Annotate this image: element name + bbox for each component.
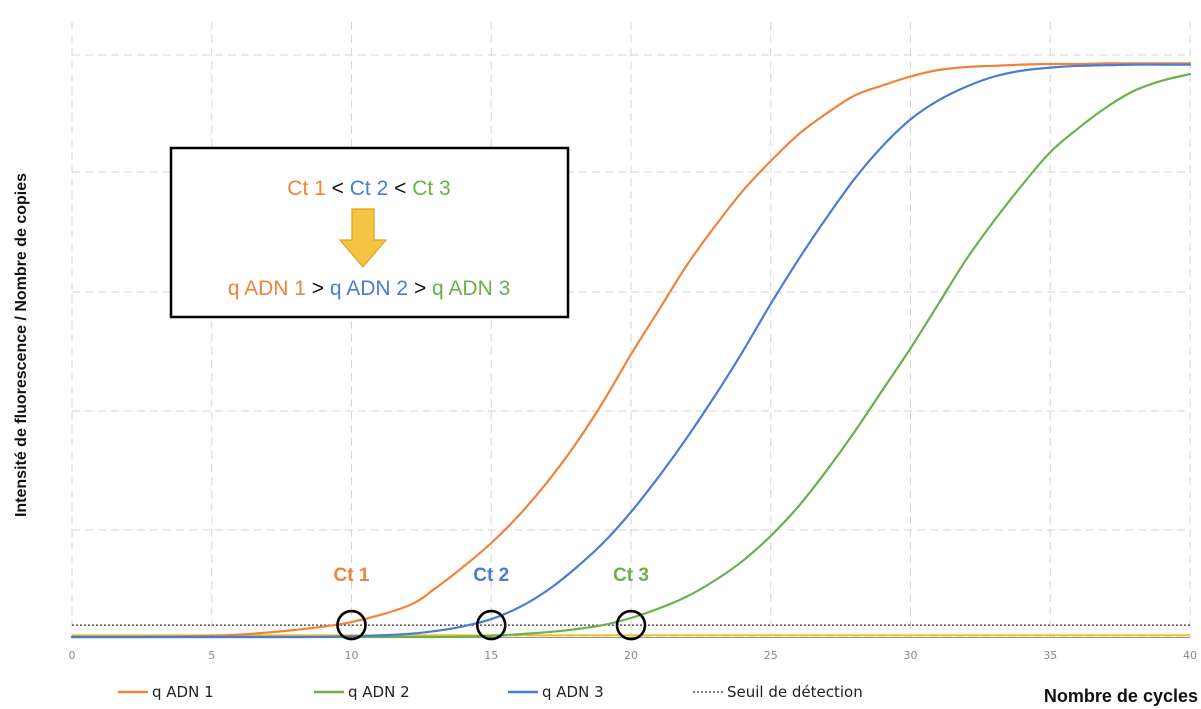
x-tick-label: 5 [208, 649, 215, 662]
x-tick-label: 25 [764, 649, 778, 662]
series-line-2 [70, 73, 1192, 639]
x-tick-label: 10 [345, 649, 359, 662]
legend: q ADN 1 q ADN 2 q ADN 3 Seuil de détection [118, 683, 863, 701]
ct-markers: Ct 1 Ct 2 Ct 3 [334, 565, 649, 641]
ct-label-1: Ct 1 [334, 565, 370, 586]
ct-circle-1 [336, 609, 367, 641]
box-quantity-comparison-part-3: q ADN 2 [330, 277, 408, 300]
legend-label-2: q ADN 2 [348, 683, 410, 701]
box-quantity-comparison-part-1: q ADN 1 [228, 277, 306, 300]
y-axis-label: Intensité de fluorescence / Nombre de co… [13, 173, 30, 517]
box-quantity-comparison: q ADN 1 > q ADN 2 > q ADN 3 [228, 277, 511, 300]
x-tick-label: 0 [69, 649, 76, 662]
series-lines [70, 62, 1192, 639]
ct-label-3: Ct 3 [613, 565, 649, 586]
box-ct-comparison-part-1: Ct 1 [287, 177, 326, 200]
annotation-box: Ct 1 < Ct 2 < Ct 3 q ADN 1 > q ADN 2 > q … [169, 146, 570, 319]
box-ct-comparison: Ct 1 < Ct 2 < Ct 3 [287, 177, 450, 200]
x-tick-label: 35 [1043, 649, 1057, 662]
legend-label-4: Seuil de détection [727, 683, 863, 701]
x-ticks: 0 5 10 15 20 25 30 35 40 [69, 649, 1198, 662]
down-arrow-icon [338, 208, 388, 268]
grid [71, 22, 1191, 638]
series-line-3 [70, 63, 1192, 639]
x-axis-label: Nombre de cycles [1044, 686, 1198, 706]
legend-label-1: q ADN 1 [152, 683, 214, 701]
x-tick-label: 15 [484, 649, 498, 662]
box-ct-comparison-part-2: < [326, 177, 350, 200]
x-tick-label: 30 [904, 649, 918, 662]
box-ct-comparison-part-3: Ct 2 [350, 177, 389, 200]
box-quantity-comparison-part-2: > [306, 277, 330, 300]
legend-label-3: q ADN 3 [542, 683, 604, 701]
series-line-1 [70, 62, 1192, 639]
x-tick-label: 40 [1183, 649, 1197, 662]
ct-label-2: Ct 2 [473, 565, 509, 586]
box-quantity-comparison-part-5: q ADN 3 [432, 277, 510, 300]
ct-circle-2 [475, 609, 507, 641]
x-tick-label: 20 [624, 649, 638, 662]
ct-circle-3 [615, 609, 647, 641]
box-ct-comparison-part-4: < [388, 177, 412, 200]
box-quantity-comparison-part-4: > [408, 277, 432, 300]
box-ct-comparison-part-5: Ct 3 [412, 177, 451, 200]
